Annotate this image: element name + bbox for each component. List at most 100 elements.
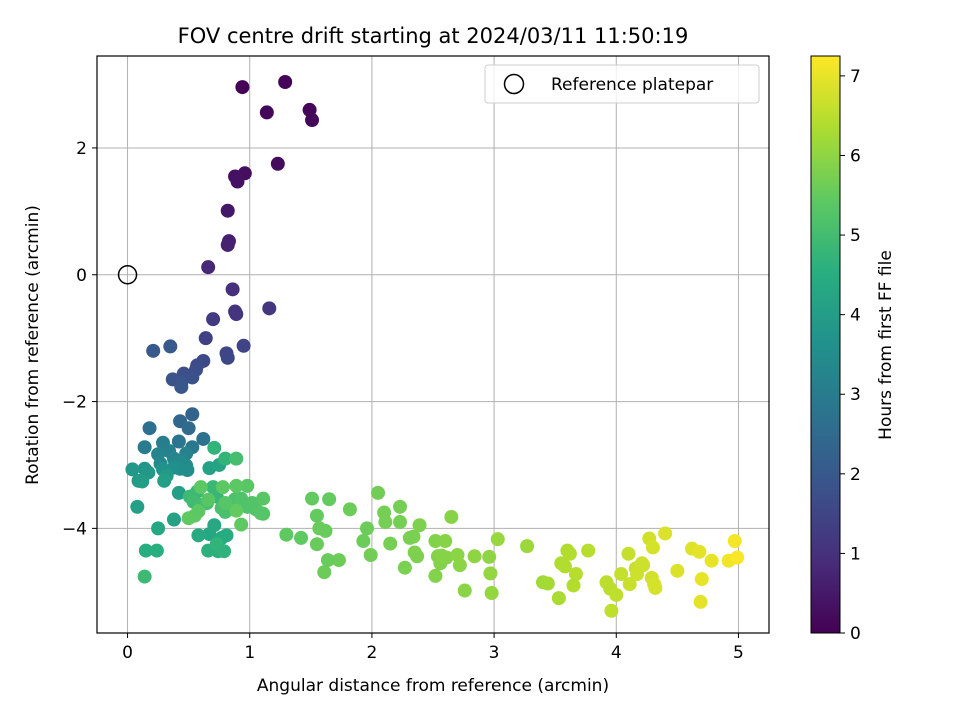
x-tick-label: 4 [611,643,622,663]
data-point [452,558,467,573]
data-point [218,451,233,466]
data-point [229,503,244,518]
data-point [557,559,572,574]
data-point [219,528,234,543]
data-point [142,421,157,436]
data-point [135,474,150,489]
scatter-points [125,74,745,618]
data-point [309,508,324,523]
data-point [240,478,255,493]
y-tick-label: −4 [62,519,87,539]
data-point [322,492,337,507]
data-point [191,528,206,543]
data-point [305,113,320,128]
data-point [318,523,333,538]
data-point [206,480,221,495]
colorbar-tick-label: 7 [850,67,861,87]
data-point [568,567,583,582]
data-point [220,350,235,365]
data-point [383,536,398,551]
colorbar-tick-label: 3 [850,385,861,405]
data-point [181,421,196,436]
data-point [614,567,629,582]
data-point [457,583,472,598]
colorbar [811,56,840,633]
colorbar-tick-label: 6 [850,146,861,166]
data-point [201,260,216,275]
data-point [234,517,249,532]
data-point [360,521,375,536]
x-tick-label: 0 [122,643,133,663]
data-point [363,548,378,563]
data-point [636,558,651,573]
data-point [163,339,178,354]
data-point [294,530,309,545]
colorbar-tick-label: 1 [850,544,861,564]
legend-box [484,64,760,104]
data-point [279,527,294,542]
x-axis-label: Angular distance from reference (arcmin) [257,676,609,696]
data-point [220,237,235,252]
legend-entry-reference: Reference platepar [551,75,713,95]
data-point [185,407,200,422]
data-point [309,537,324,552]
data-point [218,496,233,511]
data-point [645,540,660,555]
data-point [220,203,235,218]
data-point [581,543,596,558]
data-point [166,512,181,527]
chart-title: FOV centre drift starting at 2024/03/11 … [178,24,689,48]
data-point [125,462,140,477]
data-point [157,473,172,488]
data-point [356,534,371,549]
data-point [181,511,196,526]
data-point [484,586,499,601]
data-point [305,491,320,506]
x-tick-label: 3 [489,643,500,663]
data-point [229,451,244,466]
legend: Reference platepar [484,64,760,104]
data-point [196,431,211,446]
data-point [270,156,285,171]
y-axis-ticks: −4 −2 0 2 [62,139,97,539]
data-point [439,550,454,565]
legend-marker [503,73,525,95]
colorbar-label: Hours from first FF file [876,250,896,440]
data-point [393,515,408,530]
colorbar-tick-label: 4 [850,306,861,326]
data-point [259,105,274,120]
data-point [467,549,482,564]
colorbar-tick-label: 0 [850,624,861,644]
data-point [262,301,277,316]
data-point [207,518,222,533]
data-point [138,543,153,558]
data-point [692,544,707,559]
data-point [438,534,453,549]
data-point [331,553,346,568]
reference-platepar-marker [117,265,138,285]
y-tick-label: −2 [62,393,87,413]
data-point [693,594,708,609]
data-point [621,546,636,561]
data-point [490,532,505,547]
data-point [206,312,221,327]
x-tick-label: 2 [366,643,377,663]
data-point [229,307,244,322]
data-point [235,80,250,95]
data-point [256,491,271,506]
data-point [225,282,240,297]
data-point [704,553,719,568]
data-point [149,543,164,558]
data-point [393,499,408,514]
data-point [146,343,161,358]
y-tick-label: 0 [76,266,87,286]
data-point [256,506,271,521]
data-point [397,560,412,575]
data-point [428,568,443,583]
data-point [137,569,152,584]
data-point [604,603,619,618]
data-point [207,440,222,455]
data-point [670,563,685,578]
y-tick-label: 2 [76,139,87,159]
